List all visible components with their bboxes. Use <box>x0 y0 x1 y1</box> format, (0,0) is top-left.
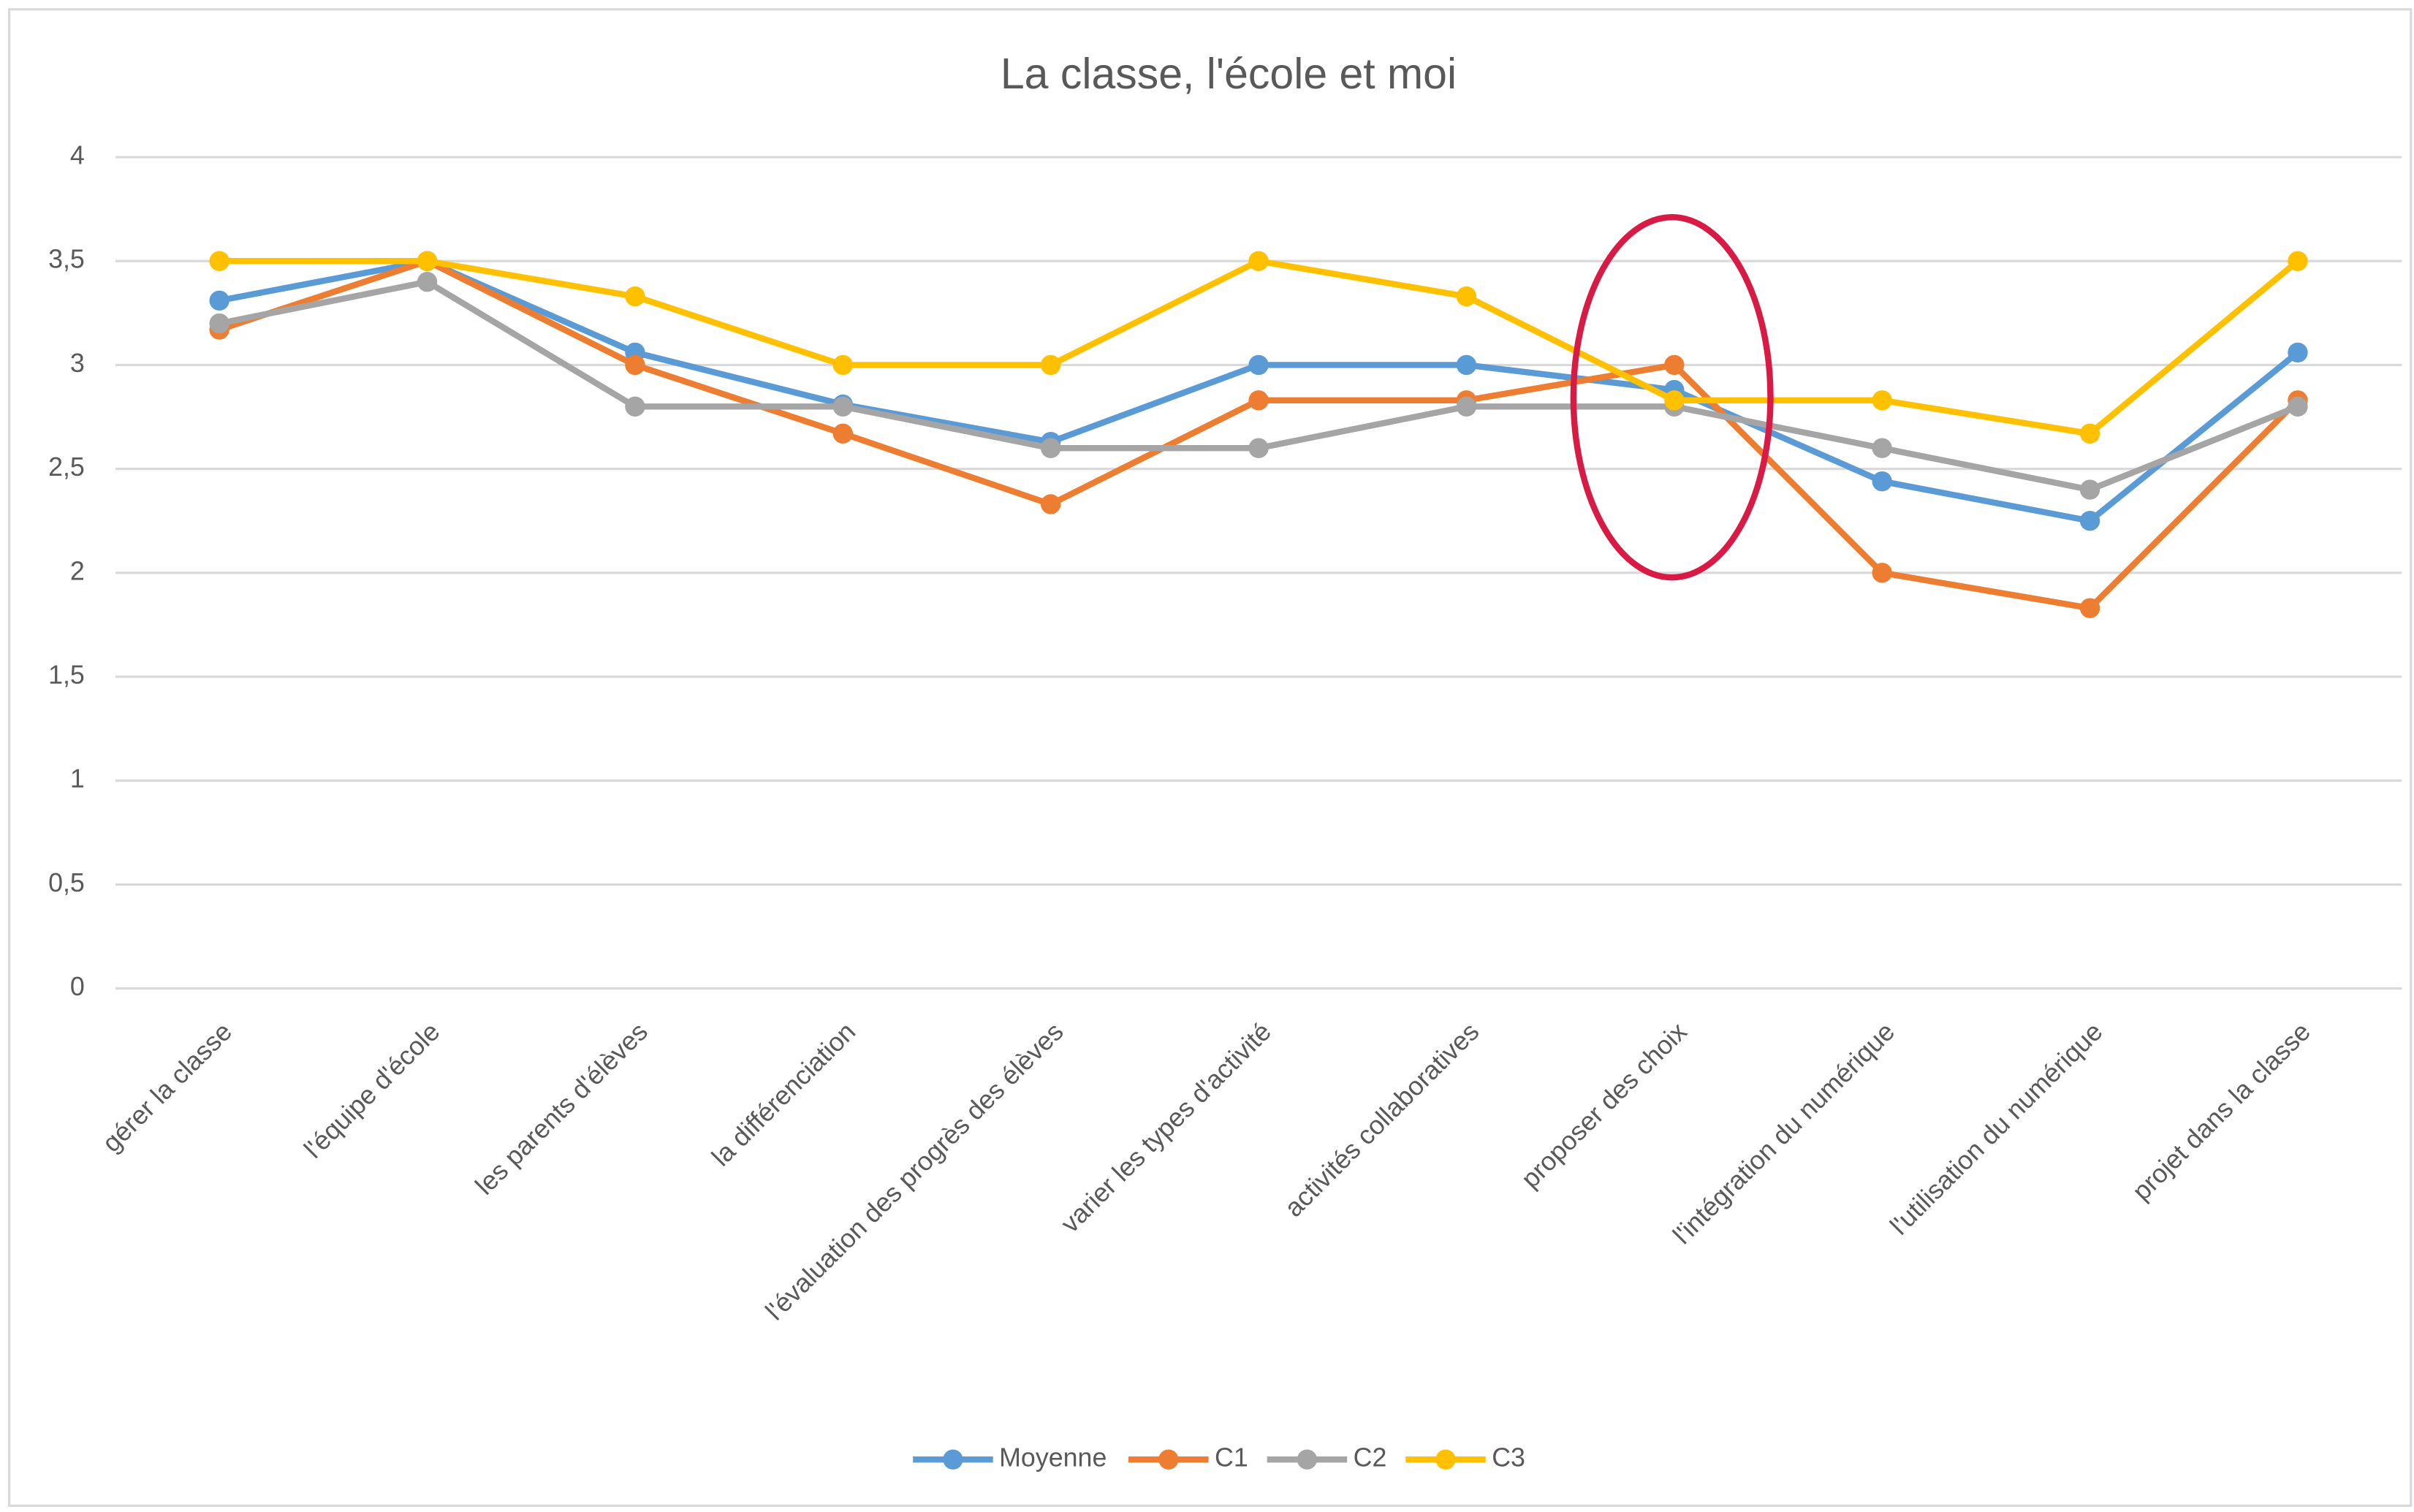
legend-label: Moyenne <box>999 1443 1107 1473</box>
point <box>417 251 438 271</box>
point <box>1248 251 1269 271</box>
point <box>2288 396 2308 417</box>
point <box>2079 511 2100 531</box>
point <box>1872 471 1892 492</box>
point <box>1872 563 1892 583</box>
legend-marker <box>943 1449 963 1470</box>
point <box>1456 354 1477 376</box>
point <box>1664 390 1685 411</box>
point <box>417 272 438 292</box>
point <box>832 396 854 417</box>
y-tick-label: 1,5 <box>48 660 85 689</box>
y-tick-label: 3 <box>70 349 85 378</box>
chart-border <box>8 8 2413 1507</box>
point <box>209 251 229 271</box>
y-tick-label: 0 <box>70 972 85 1001</box>
point <box>832 423 854 444</box>
y-tick-label: 1 <box>70 764 85 794</box>
point <box>1040 494 1061 514</box>
point <box>1248 438 1269 458</box>
legend-label: C1 <box>1215 1443 1248 1473</box>
point <box>625 354 645 376</box>
point <box>1872 438 1892 458</box>
legend-label: C2 <box>1354 1443 1387 1473</box>
y-tick-label: 0,5 <box>48 868 85 897</box>
legend: Moyenne C1 C2 C3 <box>913 1443 1525 1473</box>
point <box>1456 286 1477 307</box>
point <box>2079 423 2100 444</box>
point <box>1040 438 1061 458</box>
y-tick-label: 2 <box>70 556 85 585</box>
point <box>209 290 229 311</box>
legend-marker <box>1435 1449 1456 1470</box>
point <box>2288 342 2308 363</box>
point <box>832 354 854 376</box>
point <box>1040 354 1061 376</box>
point <box>2079 479 2100 500</box>
point <box>1456 396 1477 417</box>
point <box>1248 390 1269 411</box>
highlight-ellipse <box>1570 214 1774 581</box>
point <box>1872 390 1892 411</box>
legend-label: C3 <box>1492 1443 1525 1473</box>
chart-title: La classe, l'école et moi <box>1001 50 1457 98</box>
y-tick-label: 3,5 <box>48 245 85 274</box>
legend-marker <box>1158 1449 1179 1470</box>
point <box>625 396 645 417</box>
y-tick-label: 2,5 <box>48 452 85 482</box>
point <box>1248 354 1269 376</box>
point <box>625 286 645 307</box>
point <box>209 313 229 334</box>
point <box>1664 354 1685 376</box>
y-tick-label: 4 <box>70 141 85 170</box>
point <box>2079 598 2100 618</box>
legend-marker <box>1297 1449 1318 1470</box>
lines <box>209 251 2308 618</box>
point <box>2288 251 2308 271</box>
